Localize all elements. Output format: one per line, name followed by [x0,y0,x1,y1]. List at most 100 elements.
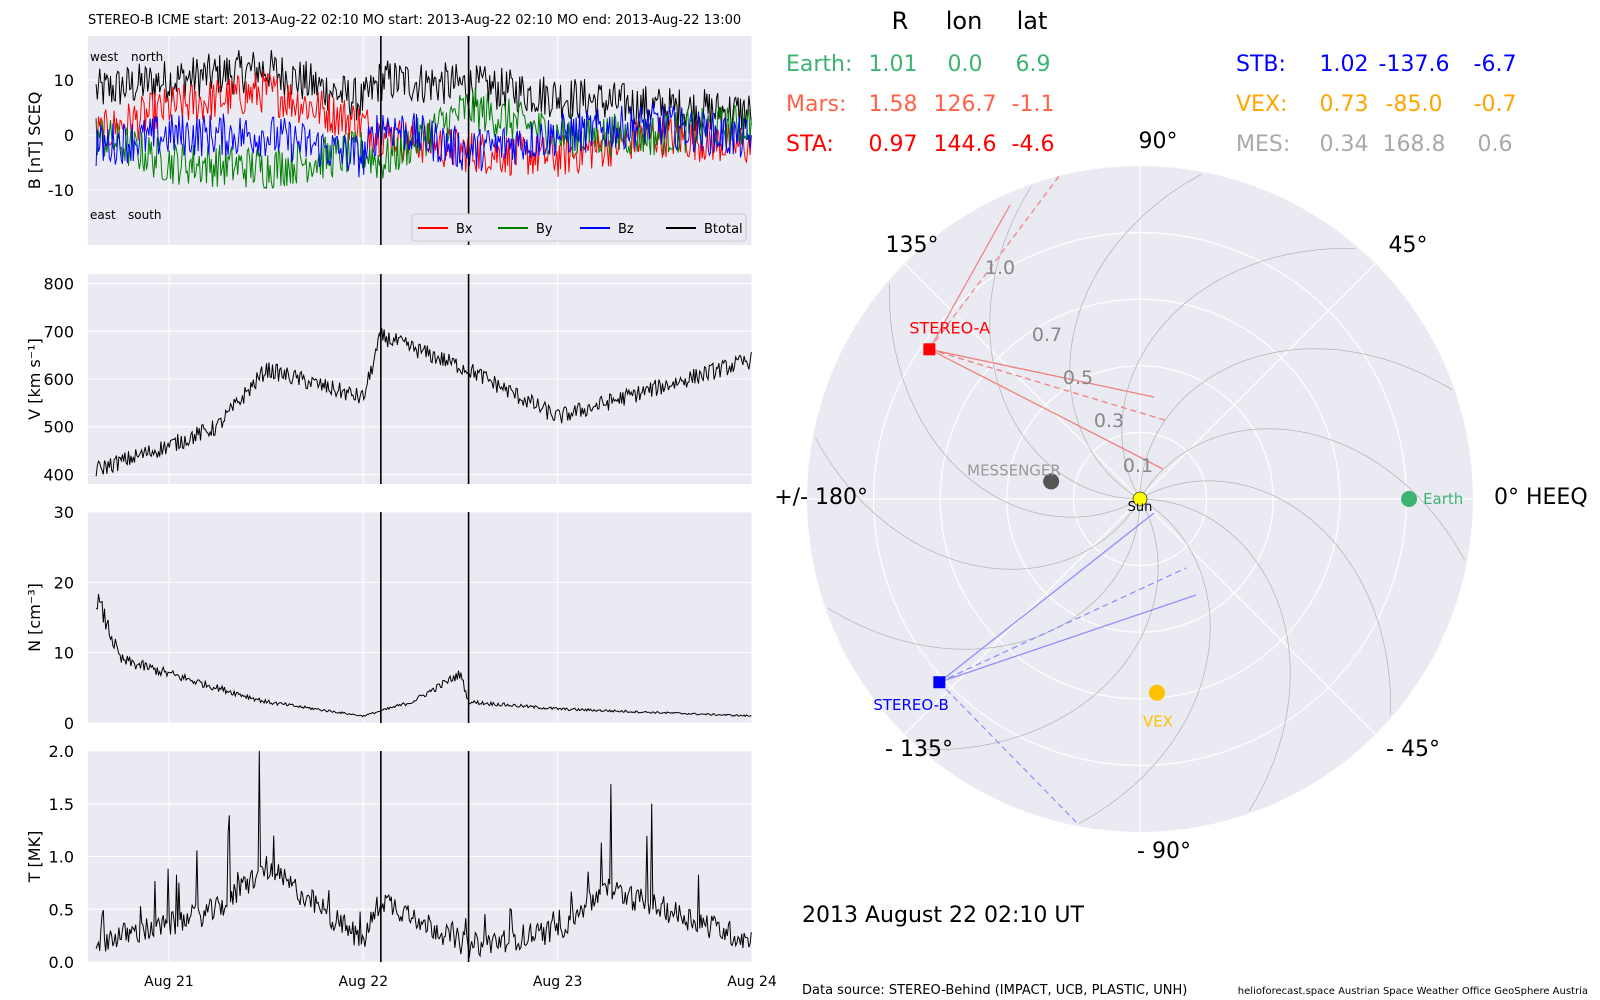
y-axis-label: T [MK] [25,831,44,884]
series-line-By [95,87,752,190]
panel-V: 400 500 600 700 800 V [km s⁻¹] [25,274,753,484]
parker-spiral [1144,480,1391,715]
x-tick-label: Aug 21 [144,974,194,990]
position-row-r: 1.02 [1320,52,1369,77]
legend-box [411,213,747,242]
body-label-Sun: Sun [1128,500,1153,515]
body-marker-STEREO-A [923,343,936,356]
y-tick-label: 0 [64,126,74,145]
stb-fov-line [938,681,1078,824]
y-tick-label: 2.0 [49,742,74,761]
position-row-lon: 168.8 [1383,132,1446,157]
position-row-name: Mars: [786,92,846,117]
position-row-lat: 6.9 [1016,52,1051,77]
polar-marks: Sun Earth STEREO-A STEREO-B VEX MESSENGER [873,174,1463,824]
angle-label-minus90: - 90° [1137,839,1191,864]
position-row-lat: -6.7 [1474,52,1517,77]
annotation-south: south [128,208,162,222]
angle-label-180: +/- 180° [774,485,868,510]
series-line-T [95,750,752,958]
radial-label: 0.1 [1123,455,1153,477]
series-line-Btotal [95,50,752,133]
position-row-r: 0.34 [1320,132,1369,157]
radial-label: 0.5 [1063,367,1093,389]
y-tick-label: 1.0 [49,848,74,867]
series-line-V [95,328,752,477]
position-row-lat: -1.1 [1012,92,1055,117]
x-tick-label: Aug 22 [339,974,389,990]
y-axis-label: B [nT] SCEQ [25,92,44,190]
position-row-lat: -4.6 [1012,132,1055,157]
panel-background [88,512,752,723]
parker-spiral [1121,248,1356,495]
stb-fov-line [939,567,1187,683]
stb-fov-line [938,512,1155,683]
header-lon: lon [946,7,983,35]
angle-label-minus45: - 45° [1386,737,1440,762]
parker-spiral [989,187,1135,500]
data-source: Data source: STEREO-Behind (IMPACT, UCB,… [802,983,1187,998]
position-rows-right: STB: 1.02 -137.6 -6.7 VEX: 0.73 -85.0 -0.7 MES: 0… [1236,52,1516,157]
position-row-lat: -0.7 [1474,92,1517,117]
angle-label-0: 0° HEEQ [1494,485,1588,510]
parker-spiral [1142,428,1465,561]
parker-spiral [1069,174,1202,497]
legend-label: Btotal [704,222,743,237]
position-row-r: 1.01 [869,52,918,77]
position-row-lon: 126.7 [934,92,997,117]
y-tick-label: 1.5 [49,795,74,814]
body-label-STEREO-B: STEREO-B [873,696,948,714]
series-line-Bz [95,102,752,178]
sta-fov-line [929,348,1164,470]
angular-gridline [1139,498,1376,735]
polar-grid [807,166,1473,832]
sta-fov-line [929,348,1155,398]
credits: helioforecast.space Austrian Space Weath… [1238,986,1588,997]
radial-labels: 0.1 0.30.50.7 1.0 [985,257,1153,477]
radial-label: 0.7 [1032,324,1062,346]
y-tick-label: 20 [54,573,74,592]
body-label-STEREO-A: STEREO-A [909,318,990,337]
y-tick-label: 0 [64,714,74,733]
y-tick-label: 30 [54,503,74,522]
polar-plot: Sun Earth STEREO-A STEREO-B VEX MESSENGER 0.1… [774,129,1587,864]
position-row-r: 0.97 [869,132,918,157]
y-tick-label: 400 [43,465,74,484]
legend-label: Bz [618,222,634,237]
annotation-west: west [90,50,118,64]
position-row-lon: -85.0 [1386,92,1443,117]
angle-label-minus135: - 135° [885,737,953,762]
body-marker-MESSENGER [1043,473,1060,490]
y-tick-label: 700 [43,322,74,341]
parker-spiral [1139,348,1452,494]
y-tick-label: 800 [43,275,74,294]
y-tick-label: 0.5 [49,900,74,919]
angle-label-135: 135° [886,233,939,258]
position-row-lon: 0.0 [948,52,983,77]
y-tick-label: 0.0 [49,953,74,972]
position-row-r: 1.58 [869,92,918,117]
angle-label-90: 90° [1139,129,1178,154]
position-row-name: STB: [1236,52,1286,77]
legend-label: Bx [456,222,473,237]
y-axis-label: V [km s⁻¹] [25,338,44,420]
x-tick-label: Aug 23 [533,974,583,990]
y-tick-label: 10 [54,71,74,90]
x-tick-label: Aug 24 [727,974,777,990]
position-row-name: STA: [786,132,834,157]
y-tick-label: -10 [48,181,74,200]
y-tick-label: 10 [54,644,74,663]
parker-spiral [1078,501,1211,824]
y-tick-label: 600 [43,370,74,389]
radial-label: 1.0 [985,257,1015,279]
angular-gridline [1139,263,1376,500]
legend-label: By [536,222,553,237]
angle-label-45: 45° [1389,233,1428,258]
b-legend: Bx By Bz Btotal [411,213,747,242]
panel-N: 0 10 20 30 N [cm⁻³] [25,503,753,733]
parker-spiral [924,503,1159,750]
position-table: R lon lat Earth: 1.01 0.0 6.9 Mars: 1.58 126.7… [786,7,1516,157]
position-rows-left: Earth: 1.01 0.0 6.9 Mars: 1.58 126.7 -1.1 STA: 0.… [786,52,1054,157]
